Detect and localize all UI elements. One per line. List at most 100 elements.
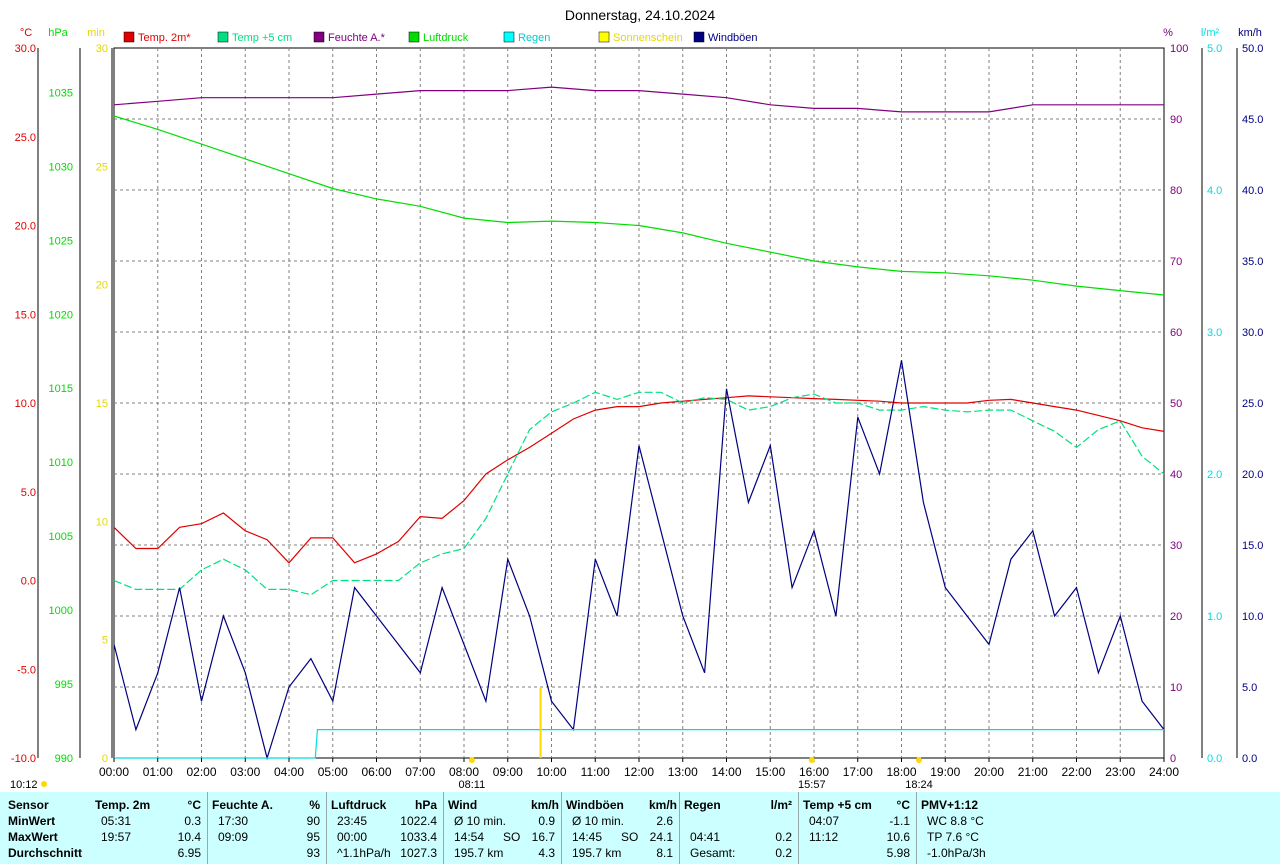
temp-tick-label: 10.0 — [15, 398, 36, 410]
solar-noon-marker-dot — [808, 757, 815, 763]
stats-header-unit: km/h — [649, 798, 678, 812]
stats-cell-time: 14:54 — [454, 830, 485, 844]
pressure-tick-label: 990 — [55, 753, 73, 765]
wind-tick-label: 5.0 — [1242, 682, 1257, 694]
stats-row-label: MinWert — [8, 814, 56, 828]
x-tick-label: 12:00 — [624, 765, 654, 779]
wind-tick-label: 15.0 — [1242, 540, 1263, 552]
rain-tick-label: 0.0 — [1207, 753, 1222, 765]
stats-cell-value: 0.2 — [775, 846, 792, 860]
series-line-2 — [113, 86, 1164, 113]
stats-header: Feuchte A. — [212, 798, 273, 812]
clock-sun-icon — [41, 781, 47, 787]
x-tick-label: 05:00 — [318, 765, 348, 779]
chart-axes: 00:00 01:00 02:00 03:00 04:00 05:00 06:00 07:00… — [10, 27, 1263, 791]
stats-cell-time: 00:00 — [337, 830, 368, 844]
stats-column-divider — [207, 792, 208, 864]
stats-header-unit: °C — [896, 798, 910, 812]
stats-cell-value: -1.1 — [889, 814, 910, 828]
wind-tick-label: 10.0 — [1242, 611, 1263, 623]
stats-header: Luftdruck — [331, 798, 387, 812]
humidity-tick-label: 40 — [1170, 469, 1182, 481]
legend-label: Temp. 2m* — [138, 32, 191, 44]
stats-cell-time: Ø 10 min. — [572, 814, 625, 828]
stats-cell-direction: SO — [621, 830, 639, 844]
stats-header: PMV+1:12 — [921, 798, 979, 812]
humidity-tick-label: 0 — [1170, 753, 1176, 765]
legend-label: Temp +5 cm — [232, 32, 292, 44]
stats-cell-time: 14:45 — [572, 830, 603, 844]
stats-header: Wind — [448, 798, 478, 812]
stats-header: Regen — [684, 798, 721, 812]
sunrise-marker-label: 08:11 — [459, 779, 486, 791]
sunset-marker-dot — [916, 757, 922, 763]
wind-tick-label: 35.0 — [1242, 256, 1263, 268]
x-tick-label: 08:00 — [449, 765, 479, 779]
stats-cell-value: 93 — [306, 846, 320, 860]
x-tick-label: 21:00 — [1018, 765, 1048, 779]
stats-row-label: Durchschnitt — [8, 846, 83, 860]
legend-swatch — [217, 31, 229, 43]
stats-cell-time: TP 7.6 °C — [927, 830, 979, 844]
x-tick-label: 07:00 — [405, 765, 435, 779]
legend-label: Windböen — [708, 32, 758, 44]
pressure-tick-label: 1035 — [49, 87, 73, 99]
temp-unit-label: °C — [20, 27, 32, 39]
x-tick-label: 15:00 — [755, 765, 785, 779]
stats-cell-time: 17:30 — [218, 814, 249, 828]
x-tick-label: 04:00 — [274, 765, 304, 779]
stats-header-unit: km/h — [531, 798, 560, 812]
stats-cell-value: 1033.4 — [400, 830, 437, 844]
x-tick-label: 02:00 — [186, 765, 216, 779]
temp-tick-label: -5.0 — [17, 664, 36, 676]
stats-cell-value: 0.9 — [538, 814, 555, 828]
stats-cell-time: 19:57 — [101, 830, 132, 844]
x-tick-label: 06:00 — [361, 765, 391, 779]
stats-header: Windböen — [566, 798, 624, 812]
wind-tick-label: 0.0 — [1242, 753, 1257, 765]
humidity-tick-label: 10 — [1170, 682, 1182, 694]
wind-unit-label: km/h — [1238, 27, 1262, 39]
sun-tick-label: 30 — [96, 43, 108, 55]
temp-tick-label: 15.0 — [15, 309, 36, 321]
stats-header-unit: l/m² — [770, 798, 792, 812]
stats-cell-time: 195.7 km — [572, 846, 622, 860]
stats-cell-value: 4.3 — [538, 846, 555, 860]
legend-swatch — [408, 31, 420, 43]
stats-header-unit: % — [309, 798, 320, 812]
temp-tick-label: 5.0 — [21, 487, 36, 499]
x-tick-label: 22:00 — [1061, 765, 1091, 779]
series-line-5 — [114, 729, 1164, 759]
solar-noon-marker-label: 15:57 — [798, 779, 826, 791]
stats-cell-value: 8.1 — [656, 846, 673, 860]
stats-column-divider — [326, 792, 327, 864]
stats-cell-time: 23:45 — [337, 814, 368, 828]
stats-cell-time: 09:09 — [218, 830, 249, 844]
x-tick-label: 24:00 — [1149, 765, 1179, 779]
chart-title: Donnerstag, 24.10.2024 — [565, 7, 715, 23]
rain-tick-label: 4.0 — [1207, 185, 1222, 197]
sun-unit-label: min — [87, 27, 105, 39]
stats-cell-direction: SO — [503, 830, 521, 844]
clock-label: 10:12 — [10, 779, 38, 791]
legend-label: Sonnenschein — [613, 32, 683, 44]
rain-tick-label: 2.0 — [1207, 469, 1222, 481]
x-tick-label: 14:00 — [711, 765, 741, 779]
chart-series — [113, 86, 1165, 761]
legend-swatch — [313, 31, 325, 43]
stats-column-divider — [561, 792, 562, 864]
series-line-1 — [113, 391, 1165, 596]
stats-cell-value: 10.6 — [886, 830, 910, 844]
pressure-tick-label: 1005 — [49, 531, 73, 543]
stats-cell-time: 04:41 — [690, 830, 721, 844]
x-tick-label: 09:00 — [493, 765, 523, 779]
legend-label: Feuchte A.* — [328, 32, 386, 44]
stats-cell-value: 2.6 — [656, 814, 673, 828]
x-tick-label: 23:00 — [1105, 765, 1135, 779]
humidity-tick-label: 60 — [1170, 327, 1182, 339]
stats-cell-value: 0.2 — [775, 830, 792, 844]
pressure-tick-label: 1015 — [49, 383, 73, 395]
stats-header: Temp. 2m — [95, 798, 151, 812]
sun-tick-label: 15 — [96, 398, 108, 410]
legend-label: Luftdruck — [423, 32, 469, 44]
